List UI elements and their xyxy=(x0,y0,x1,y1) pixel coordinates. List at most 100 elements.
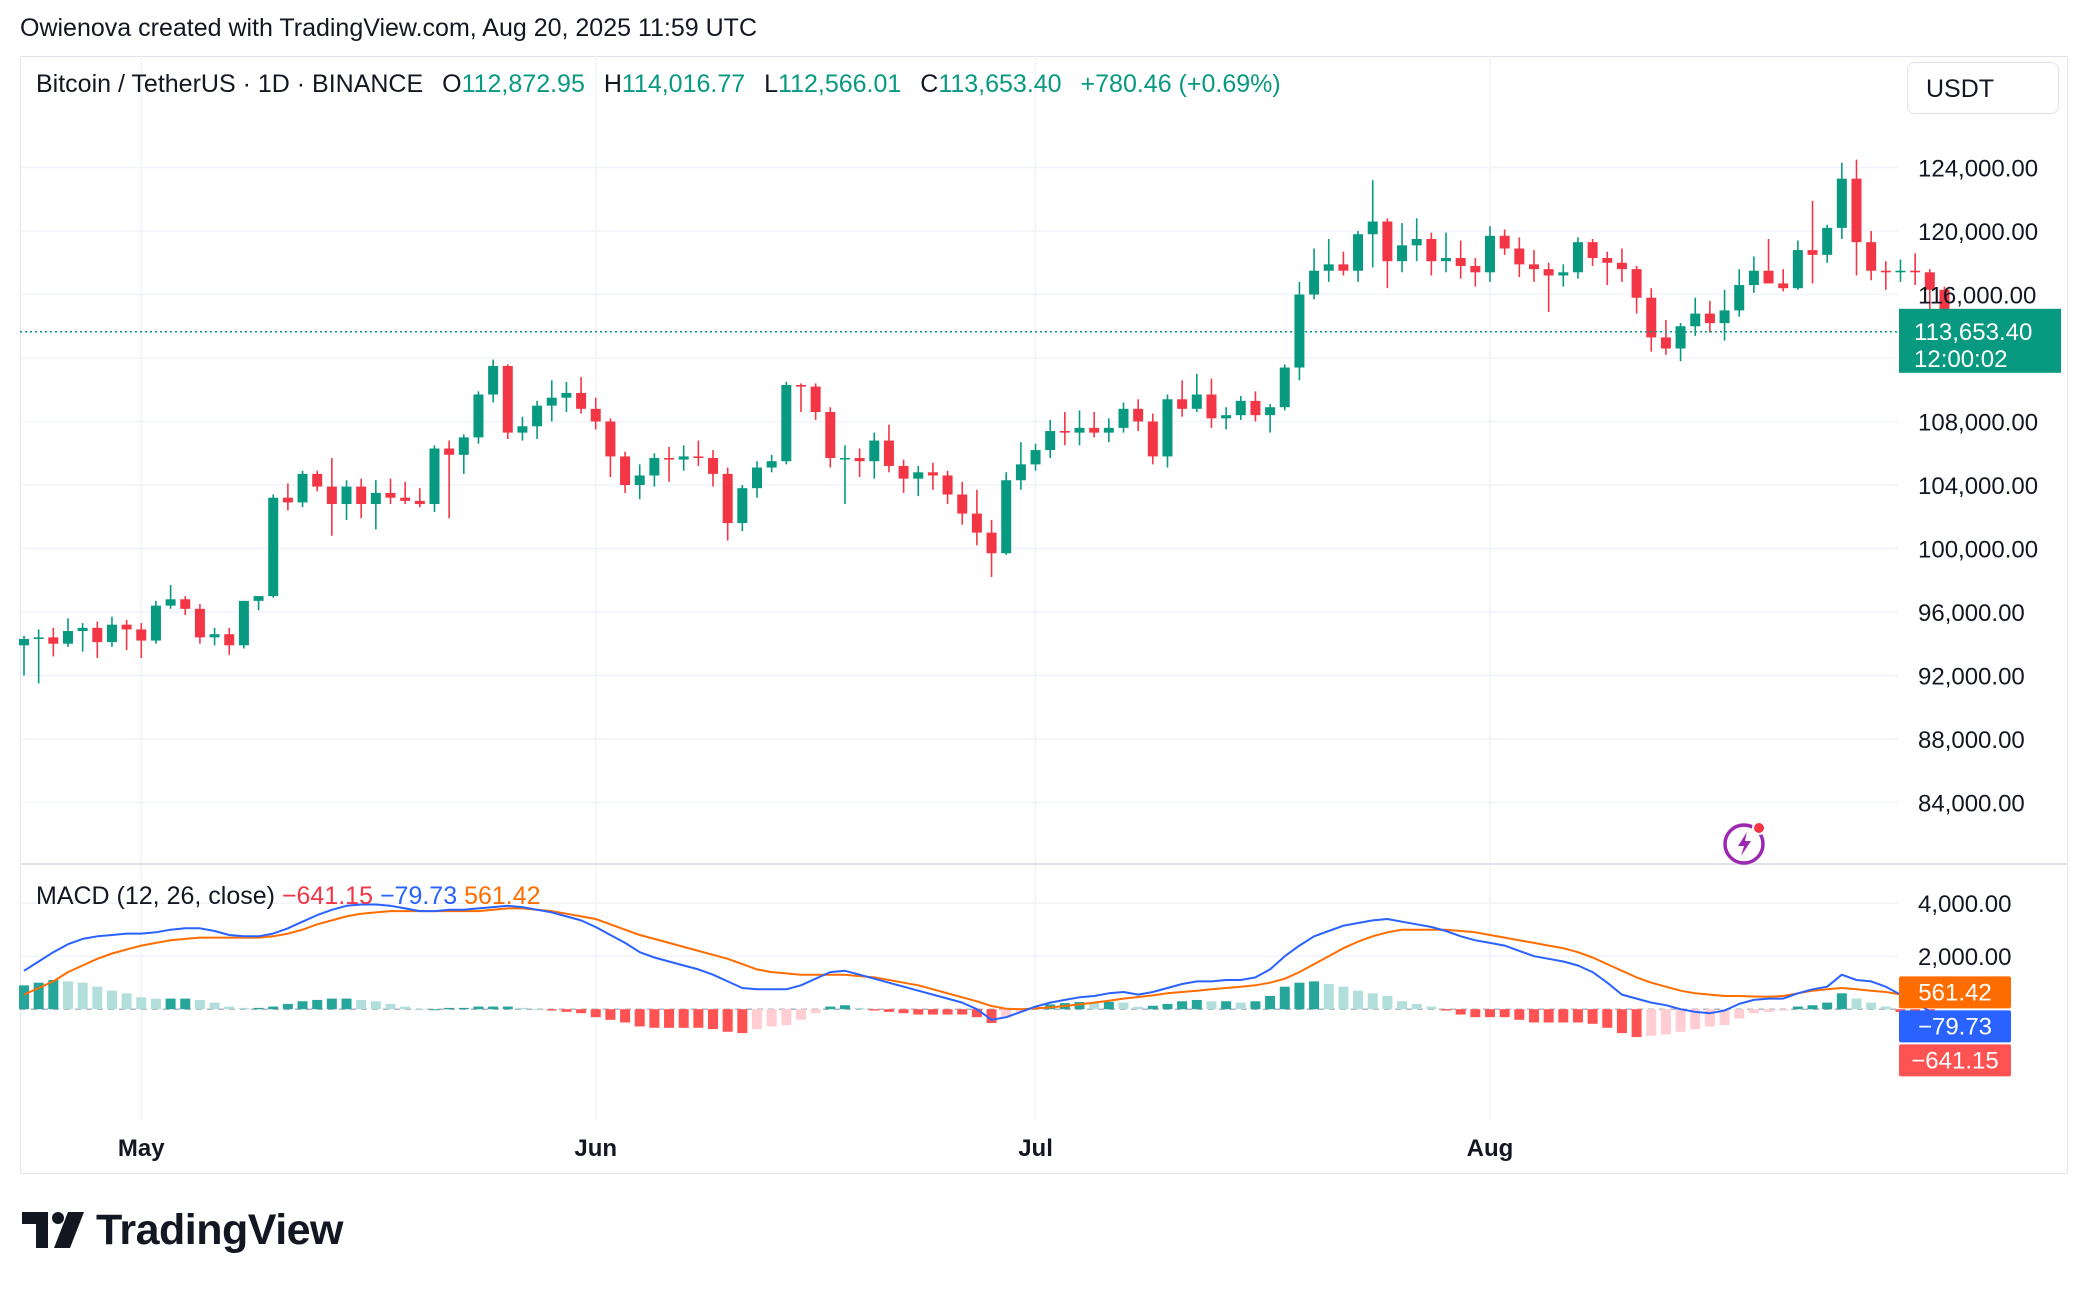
month-label: Jul xyxy=(1018,1135,1053,1162)
chart-frame xyxy=(20,56,2068,1174)
candle-body xyxy=(1455,258,1466,266)
macd-histogram-bar xyxy=(1206,1001,1217,1010)
macd-histogram-bar xyxy=(1426,1006,1437,1010)
candle-body xyxy=(1235,400,1246,416)
candle-body xyxy=(19,638,29,646)
candle-body xyxy=(1045,431,1056,451)
candle-body xyxy=(839,458,850,460)
candle-body xyxy=(561,392,572,398)
macd-histogram-bar xyxy=(1118,1002,1129,1010)
candle-body xyxy=(1660,337,1671,349)
macd-histogram-bar xyxy=(1441,1009,1452,1011)
candle-body xyxy=(1426,238,1437,262)
candle-body xyxy=(400,497,411,501)
macd-histogram-bar xyxy=(869,1009,880,1011)
price-tick-label: 120,000.00 xyxy=(1918,219,2038,246)
macd-histogram-bar xyxy=(1866,1002,1877,1010)
candle-body xyxy=(634,475,645,485)
macd-histogram-bar xyxy=(1558,1009,1569,1023)
macd-histogram-bar xyxy=(722,1009,733,1032)
macd-histogram-bar xyxy=(1616,1009,1627,1034)
candle-body xyxy=(605,421,616,457)
candle-body xyxy=(913,472,924,479)
macd-histogram-bar xyxy=(1660,1009,1671,1035)
macd-histogram-bar xyxy=(1807,1005,1818,1010)
macd-histogram-bar xyxy=(942,1009,953,1015)
candle-body xyxy=(1338,264,1349,271)
macd-histogram-bar xyxy=(649,1009,660,1028)
macd-histogram-bar xyxy=(385,1003,396,1010)
close-label: C xyxy=(920,70,939,98)
symbol-legend: Bitcoin / TetherUS · 1D · BINANCE O112,8… xyxy=(36,70,1281,99)
macd-histogram-bar xyxy=(1675,1009,1686,1032)
macd-hist-tag-label: −641.15 xyxy=(1911,1047,1998,1074)
high-value: 114,016.77 xyxy=(621,70,746,98)
candle-body xyxy=(795,385,806,387)
candle-body xyxy=(77,627,88,632)
candle-body xyxy=(444,448,455,455)
currency-selector[interactable]: USDT xyxy=(1907,62,2059,114)
macd-histogram-bar xyxy=(1103,1001,1114,1010)
macd-histogram-bar xyxy=(810,1009,821,1014)
candle-body xyxy=(649,458,660,476)
price-tick-label: 116,000.00 xyxy=(1918,283,2036,310)
macd-histogram-bar xyxy=(121,993,132,1010)
macd-signal-tag-label: 561.42 xyxy=(1918,979,1991,1006)
candle-body xyxy=(473,394,484,438)
candle-body xyxy=(1147,421,1158,457)
candle-body xyxy=(722,473,733,524)
candle-body xyxy=(1572,242,1583,273)
open-value: 112,872.95 xyxy=(461,70,585,98)
macd-grid xyxy=(20,902,1898,1010)
macd-histogram-bar xyxy=(708,1009,719,1030)
macd-histogram-bar xyxy=(92,986,103,1010)
macd-histogram-bar xyxy=(1602,1009,1613,1028)
macd-histogram-bar xyxy=(268,1006,279,1010)
lightning-icon[interactable] xyxy=(1722,816,1772,866)
macd-histogram-bar xyxy=(48,980,59,1010)
macd-histogram-bar xyxy=(224,1006,235,1010)
macd-histogram-bar xyxy=(971,1009,982,1018)
candle-body xyxy=(1103,427,1114,433)
macd-histogram-bar xyxy=(1485,1009,1495,1018)
macd-histogram-bar xyxy=(326,998,337,1010)
macd-histogram-bar xyxy=(517,1007,528,1010)
candle-body xyxy=(1558,272,1569,276)
candle-body xyxy=(1265,407,1276,416)
candle-body xyxy=(1074,427,1085,433)
candle-body xyxy=(532,405,543,427)
candle-body xyxy=(282,497,293,503)
candle-body xyxy=(1397,245,1408,262)
candle-body xyxy=(1470,265,1481,273)
macd-histogram-bar xyxy=(150,998,161,1010)
macd-histogram-bar xyxy=(1528,1009,1539,1023)
candle-body xyxy=(1353,234,1364,271)
macd-histogram-bar xyxy=(1250,1001,1261,1010)
price-tick-label: 96,000.00 xyxy=(1918,600,2025,627)
candle-body xyxy=(502,365,513,433)
candle-body xyxy=(1499,235,1510,249)
candle-body xyxy=(48,637,59,644)
macd-histogram-bar xyxy=(1470,1009,1481,1018)
candle-body xyxy=(1734,285,1745,311)
tradingview-logo-text: TradingView xyxy=(96,1206,344,1254)
macd-histogram-bar xyxy=(898,1009,909,1014)
macd-histogram-bar xyxy=(1543,1009,1554,1023)
macd-histogram-bar xyxy=(839,1005,850,1010)
macd-histogram-bar xyxy=(1309,981,1320,1010)
candle-body xyxy=(1309,270,1320,295)
macd-histogram-bar xyxy=(590,1009,601,1018)
macd-histogram-bar xyxy=(238,1007,249,1010)
candle-body xyxy=(1807,250,1818,255)
candle-body xyxy=(209,634,220,638)
candle-body xyxy=(1748,270,1759,286)
macd-histogram-bar xyxy=(106,990,117,1010)
candle-body xyxy=(1719,310,1730,324)
macd-histogram-bar xyxy=(927,1009,938,1015)
macd-signal-tag xyxy=(1899,976,2011,1009)
macd-tick-label: 4,000.00 xyxy=(1918,891,2011,918)
price-tick-label: 124,000.00 xyxy=(1918,156,2038,183)
macd-histogram-bar xyxy=(913,1009,924,1015)
